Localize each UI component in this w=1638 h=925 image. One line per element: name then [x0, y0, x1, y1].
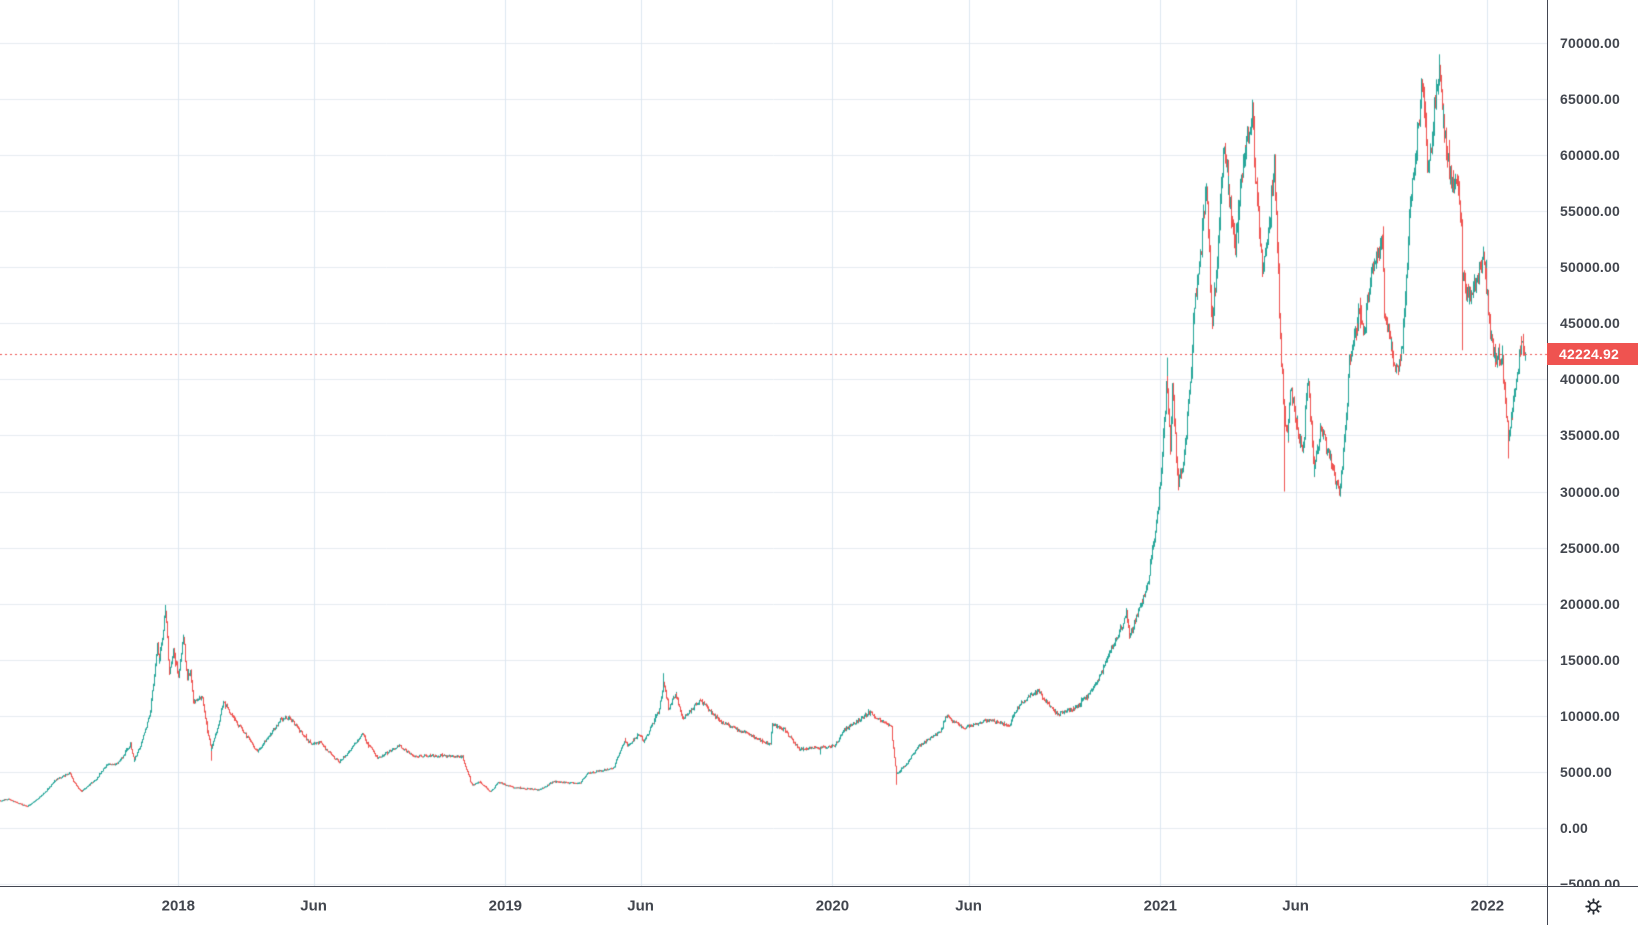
candlestick-chart[interactable]	[0, 0, 1547, 886]
current-price-label: 42224.92	[1547, 343, 1638, 366]
time-axis-label: Jun	[627, 897, 654, 915]
time-axis-label: 2020	[815, 897, 850, 915]
price-axis-label: 20000.00	[1560, 595, 1620, 612]
time-axis-label: 2019	[488, 897, 523, 915]
time-axis-label: Jun	[300, 897, 327, 915]
price-axis-label: 0.00	[1560, 819, 1589, 836]
time-axis-label: Jun	[1282, 897, 1309, 915]
time-axis-label: 2018	[161, 897, 195, 915]
axis-corner	[1547, 887, 1638, 925]
price-axis-label: 70000.00	[1560, 35, 1620, 51]
price-axis-label: 35000.00	[1560, 427, 1620, 444]
price-axis-label: 40000.00	[1560, 371, 1620, 388]
price-axis-label: −5000.00	[1560, 876, 1621, 886]
price-axis-label: 25000.00	[1560, 539, 1620, 556]
time-axis-label: 2021	[1143, 897, 1177, 915]
time-axis[interactable]: 2018 Jun 2019 Jun 2020 Jun 2021 Jun 2022	[0, 886, 1638, 925]
time-axis-label: 2022	[1470, 897, 1505, 915]
time-axis-label: Jun	[955, 897, 982, 915]
price-axis-label: 45000.00	[1560, 315, 1620, 332]
price-axis[interactable]: 70000.00 65000.00 60000.00 55000.00 50000.00…	[1547, 0, 1638, 886]
price-axis-label: 50000.00	[1560, 259, 1620, 276]
price-axis-label: 5000.00	[1560, 763, 1613, 780]
price-axis-label: 30000.00	[1560, 483, 1620, 500]
price-axis-label: 60000.00	[1560, 147, 1620, 164]
price-axis-label: 15000.00	[1560, 651, 1620, 668]
price-axis-label: 65000.00	[1560, 91, 1620, 108]
sun-icon[interactable]	[1584, 897, 1603, 916]
price-axis-label: 10000.00	[1560, 707, 1620, 724]
price-axis-label: 55000.00	[1560, 203, 1620, 220]
current-price-value: 42224.92	[1559, 346, 1619, 363]
